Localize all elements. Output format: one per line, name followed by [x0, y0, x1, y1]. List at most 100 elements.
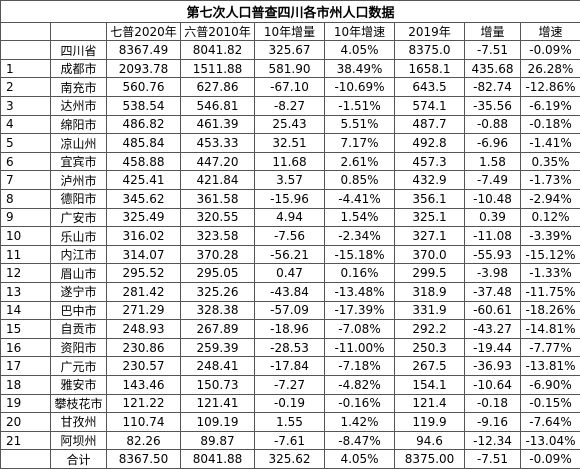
value-cell: 281.42	[106, 282, 181, 302]
value-cell: 421.84	[180, 170, 255, 191]
value-cell: -7.08%	[324, 319, 395, 339]
value-cell: 8367.49	[106, 40, 181, 60]
value-cell: -43.27	[464, 319, 521, 339]
name-cell: 自贡市	[50, 319, 107, 339]
name-cell: 阿坝州	[50, 430, 107, 451]
name-cell: 内江市	[50, 244, 107, 265]
value-cell: 8367.50	[106, 449, 181, 469]
value-cell: -35.56	[464, 96, 521, 116]
value-cell: -15.12%	[520, 244, 580, 265]
value-cell: -7.64%	[520, 412, 580, 432]
index-cell	[0, 40, 51, 60]
value-cell: -18.26%	[520, 300, 580, 321]
value-cell: -0.16%	[324, 393, 395, 414]
value-cell: 89.87	[180, 430, 255, 451]
data-row: 9 广安市 325.49 320.55 4.94 1.54% 325.1 0.39 0.12%	[0, 207, 580, 228]
value-cell: -37.48	[464, 282, 521, 302]
data-row: 12 眉山市 295.52 295.05 0.47 0.16% 299.5 -3.98 -1.3…	[0, 263, 580, 283]
value-cell: 316.02	[106, 226, 181, 246]
value-cell: -6.96	[464, 133, 521, 153]
value-cell: -7.51	[464, 40, 521, 60]
data-row: 21 阿坝州 82.26 89.87 -7.61 -8.47% 94.6 -12.34 -13.…	[0, 430, 580, 451]
value-cell: 487.7	[394, 114, 465, 135]
value-cell: 0.16%	[324, 263, 395, 283]
value-cell: -7.49	[464, 170, 521, 191]
value-cell: 2093.78	[106, 58, 181, 79]
name-cell: 广安市	[50, 207, 107, 228]
value-cell: -12.86%	[520, 77, 580, 98]
name-cell: 宜宾市	[50, 151, 107, 172]
value-cell: 486.82	[106, 114, 181, 135]
value-cell: -11.00%	[324, 337, 395, 358]
index-cell: 8	[0, 189, 51, 209]
value-cell: 119.9	[394, 412, 465, 432]
value-cell: -19.44	[464, 337, 521, 358]
data-row: 1 成都市 2093.78 1511.88 581.90 38.49% 1658.1 435.…	[0, 58, 580, 79]
value-cell: 26.28%	[520, 58, 580, 79]
value-cell: -8.47%	[324, 430, 395, 451]
value-cell: -13.81%	[520, 356, 580, 376]
name-cell: 凉山州	[50, 133, 107, 153]
value-cell: -10.48	[464, 189, 521, 209]
value-cell: -1.51%	[324, 96, 395, 116]
value-cell: 425.41	[106, 170, 181, 191]
value-cell: 574.1	[394, 96, 465, 116]
name-cell: 成都市	[50, 58, 107, 79]
value-cell: 230.86	[106, 337, 181, 358]
value-cell: 1511.88	[180, 58, 255, 79]
value-cell: 1.42%	[324, 412, 395, 432]
value-cell: -10.64	[464, 374, 521, 395]
value-cell: 447.20	[180, 151, 255, 172]
value-cell: 0.35%	[520, 151, 580, 172]
data-row: 16 资阳市 230.86 259.39 -28.53 -11.00% 250.3 -19.4…	[0, 337, 580, 358]
value-cell: 11.68	[254, 151, 325, 172]
value-cell: -7.18%	[324, 356, 395, 376]
value-cell: -12.34	[464, 430, 521, 451]
data-row: 2 南充市 560.76 627.86 -67.10 -10.69% 643.5 -82.74…	[0, 77, 580, 98]
value-cell: 38.49%	[324, 58, 395, 79]
data-row: 15 自贡市 248.93 267.89 -18.96 -7.08% 292.2 -43.27…	[0, 319, 580, 339]
title-row: 第七次人口普查四川各市州人口数据	[0, 0, 580, 23]
name-cell: 乐山市	[50, 226, 107, 246]
data-row: 18 雅安市 143.46 150.73 -7.27 -4.82% 154.1 -10.64-…	[0, 374, 580, 395]
index-cell: 20	[0, 412, 51, 432]
index-cell: 16	[0, 337, 51, 358]
value-cell: 4.05%	[324, 40, 395, 60]
value-cell: -15.18%	[324, 244, 395, 265]
value-cell: 248.93	[106, 319, 181, 339]
value-cell: 8041.88	[180, 449, 255, 469]
value-cell: -6.90%	[520, 374, 580, 395]
value-cell: -60.61	[464, 300, 521, 321]
value-cell: 314.07	[106, 244, 181, 265]
value-cell: 3.57	[254, 170, 325, 191]
value-cell: -7.77%	[520, 337, 580, 358]
value-cell: 323.58	[180, 226, 255, 246]
value-cell: 121.22	[106, 393, 181, 414]
name-cell: 攀枝花市	[50, 393, 107, 414]
value-cell: 435.68	[464, 58, 521, 79]
value-cell: 271.29	[106, 300, 181, 321]
index-cell: 6	[0, 151, 51, 172]
value-cell: 453.33	[180, 133, 255, 153]
value-cell: 295.52	[106, 263, 181, 283]
data-row: 10 乐山市 316.02 323.58 -7.56 -2.34% 327.1 -11.08-…	[0, 226, 580, 246]
name-cell: 南充市	[50, 77, 107, 98]
value-cell: 325.26	[180, 282, 255, 302]
value-cell: -10.69%	[324, 77, 395, 98]
value-cell: 538.54	[106, 96, 181, 116]
data-row: 14 巴中市 271.29 328.38 -57.09 -17.39% 331.9 -60.6…	[0, 300, 580, 321]
value-cell: 32.51	[254, 133, 325, 153]
name-cell: 遂宁市	[50, 282, 107, 302]
value-cell: -0.15%	[520, 393, 580, 414]
value-cell: -7.56	[254, 226, 325, 246]
value-cell: 295.05	[180, 263, 255, 283]
value-cell: 250.3	[394, 337, 465, 358]
value-cell: 327.1	[394, 226, 465, 246]
header-row: 七普2020年 六普2010年 10年增量 10年增速 2019年 增量 增速	[0, 21, 580, 42]
index-cell: 21	[0, 430, 51, 451]
value-cell: -36.93	[464, 356, 521, 376]
value-cell: 546.81	[180, 96, 255, 116]
value-cell: 299.5	[394, 263, 465, 283]
value-cell: 2019年	[394, 21, 465, 42]
index-cell: 19	[0, 393, 51, 414]
